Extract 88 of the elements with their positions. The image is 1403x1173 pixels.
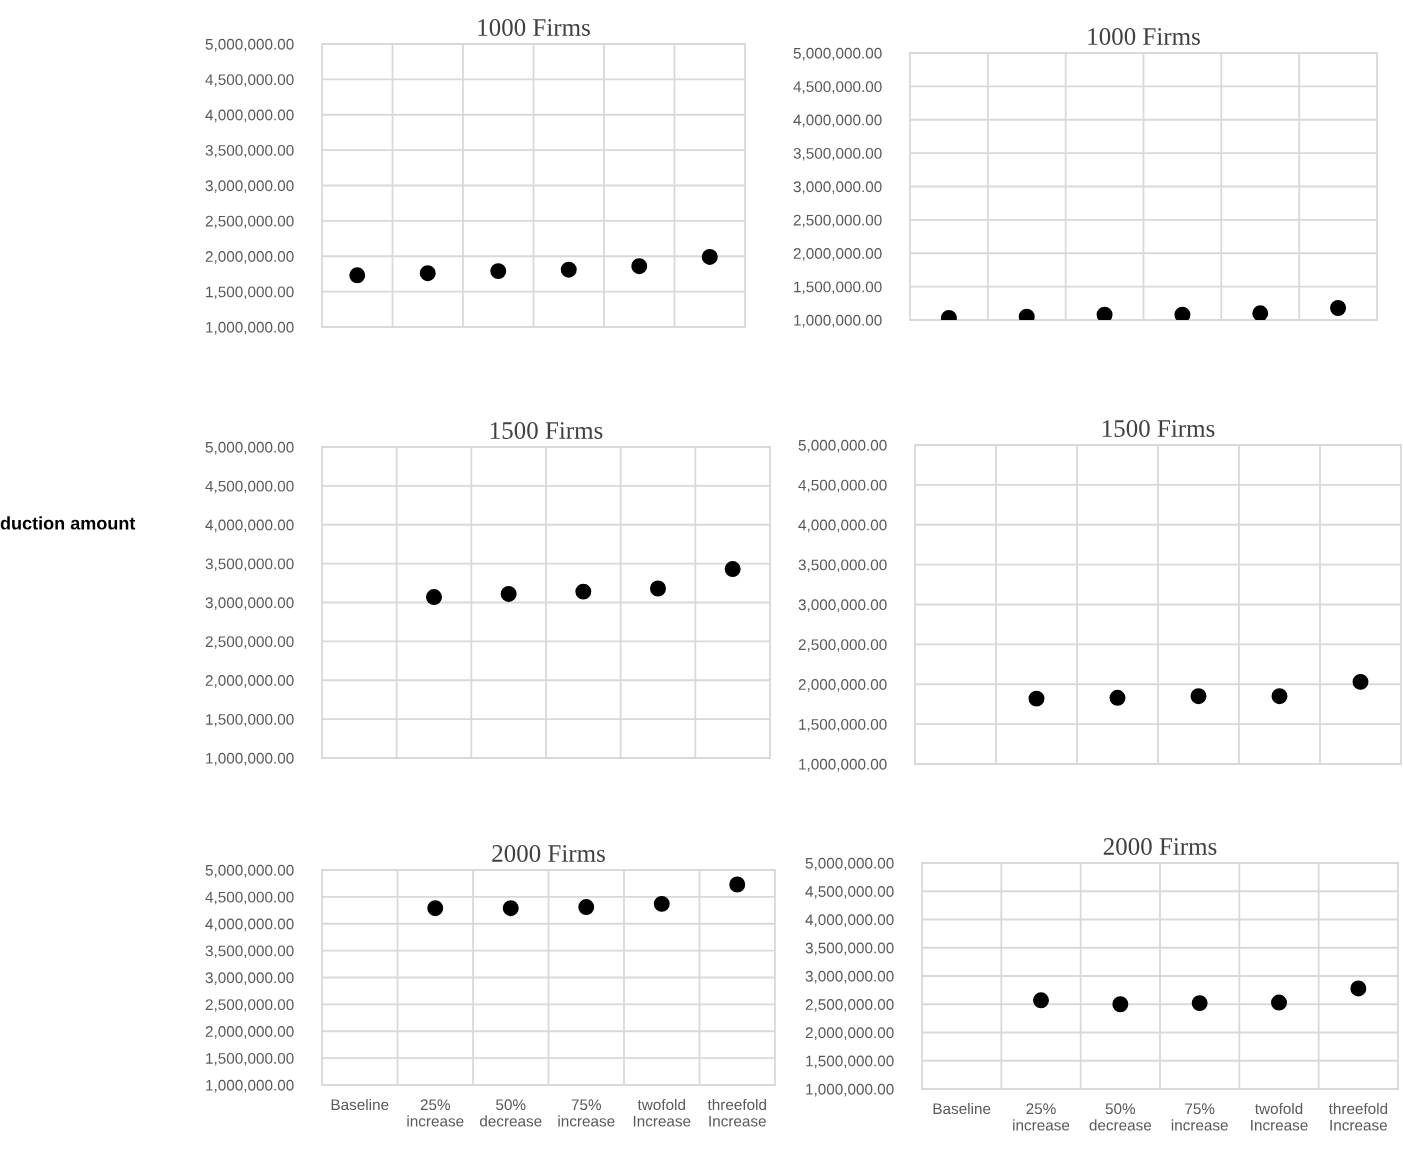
x-tick-label: 75% increase: [558, 1099, 615, 1127]
chart-title: 2000 Firms: [1103, 838, 1217, 855]
y-tick-label: 4,000,000.00: [805, 914, 894, 927]
y-tick-label: 2,500,000.00: [793, 214, 882, 228]
y-tick-label: 4,500,000.00: [805, 886, 894, 899]
x-tick-label: threefold Increase: [707, 1098, 766, 1127]
point: [426, 589, 442, 606]
point: [653, 895, 670, 912]
y-tick-label: 4,500,000.00: [798, 479, 887, 493]
x-tick-label: 25% increase: [1013, 1103, 1070, 1131]
point: [1350, 980, 1367, 997]
y-tick-label: 4,500,000.00: [205, 74, 294, 87]
y-tick-label: 4,000,000.00: [798, 519, 887, 533]
x-tick-label: twofold Increase: [633, 1098, 691, 1127]
y-tick-label: 3,500,000.00: [798, 559, 887, 573]
y-tick-label: 1,000,000.00: [799, 758, 887, 772]
x-tick-label: twofold Increase: [1251, 1102, 1308, 1131]
y-tick-label: 5,000,000.00: [805, 857, 894, 871]
y-tick-label: 2,500,000.00: [205, 999, 294, 1012]
y-tick-label: 2,000,000.00: [205, 251, 294, 264]
y-tick-label: 1,000,000.00: [206, 1079, 294, 1093]
y-tick-label: 1,500,000.00: [206, 286, 294, 300]
y-tick-label: 4,000,000.00: [205, 918, 294, 932]
point: [578, 899, 595, 916]
y-tick-label: 4,000,000.00: [205, 109, 294, 123]
y-tick-label: 5,000,000.00: [205, 864, 294, 878]
x-tick-label: 50% decrease: [479, 1099, 542, 1127]
y-tick-label: 4,000,000.00: [205, 519, 294, 533]
point: [575, 583, 592, 600]
y-tick-label: 1,500,000.00: [794, 281, 882, 295]
chart-title: 1000 Firms: [478, 19, 590, 36]
chart-title: 2000 Firms: [492, 845, 605, 862]
y-tick-label: 3,000,000.00: [205, 597, 294, 610]
y-tick-label: 5,000,000.00: [205, 441, 294, 455]
y-tick-label: 3,000,000.00: [205, 972, 294, 985]
y-tick-label: 2,500,000.00: [798, 639, 887, 652]
y-tick-label: 2,500,000.00: [205, 215, 294, 229]
y-tick-label: 1,000,000.00: [794, 314, 882, 328]
y-tick-label: 2,500,000.00: [805, 999, 894, 1012]
y-tick-label: 4,500,000.00: [205, 891, 294, 905]
y-tick-label: 2,000,000.00: [205, 1026, 294, 1039]
y-tick-label: 1,000,000.00: [806, 1083, 894, 1097]
y-tick-label: 4,500,000.00: [793, 81, 882, 94]
y-tick-label: 3,500,000.00: [805, 942, 894, 956]
y-tick-label: 1,000,000.00: [206, 321, 294, 335]
point: [427, 900, 444, 917]
y-tick-label: 4,000,000.00: [793, 114, 882, 128]
point: [1191, 995, 1208, 1012]
y-tick-label: 3,000,000.00: [798, 599, 887, 612]
chart-title: 1500 Firms: [490, 422, 603, 439]
y-tick-label: 3,500,000.00: [793, 147, 882, 161]
y-tick-label: 2,000,000.00: [798, 679, 887, 692]
x-tick-label: Baseline: [933, 1102, 991, 1115]
y-tick-label: 2,500,000.00: [205, 636, 294, 649]
point: [724, 561, 741, 578]
y-tick-label: 3,000,000.00: [793, 181, 882, 194]
point: [1033, 992, 1049, 1009]
x-tick-label: 50% decrease: [1089, 1103, 1152, 1131]
point: [650, 580, 666, 597]
chart-title: 1500 Firms: [1102, 420, 1215, 437]
y-tick-label: 3,000,000.00: [805, 970, 894, 984]
x-tick-label: 75% increase: [1171, 1103, 1228, 1131]
y-tick-label: 3,500,000.00: [205, 945, 294, 959]
point: [500, 585, 517, 602]
point: [1112, 996, 1129, 1013]
point: [1271, 994, 1287, 1011]
y-tick-label: 4,500,000.00: [205, 480, 294, 494]
y-tick-label: 3,500,000.00: [205, 144, 294, 158]
y-tick-label: 1,500,000.00: [799, 718, 887, 732]
y-tick-label: 2,000,000.00: [793, 248, 882, 261]
y-tick-label: 5,000,000.00: [205, 38, 294, 52]
y-axis-title: duction amount: [0, 516, 136, 530]
y-tick-label: 1,000,000.00: [206, 752, 294, 766]
y-tick-label: 3,500,000.00: [205, 558, 294, 572]
y-tick-label: 1,500,000.00: [206, 1052, 294, 1066]
x-tick-label: threefold Increase: [1328, 1102, 1388, 1131]
y-tick-label: 5,000,000.00: [798, 439, 887, 453]
chart-title: 1000 Firms: [1088, 28, 1200, 45]
x-tick-label: 25% increase: [407, 1099, 464, 1127]
y-tick-label: 5,000,000.00: [793, 47, 882, 61]
y-tick-label: 1,500,000.00: [206, 713, 294, 727]
y-tick-label: 2,000,000.00: [805, 1027, 894, 1040]
y-tick-label: 2,000,000.00: [205, 675, 294, 688]
point: [729, 876, 746, 893]
point: [502, 900, 519, 917]
y-tick-label: 1,500,000.00: [806, 1055, 894, 1069]
y-tick-label: 3,000,000.00: [205, 180, 294, 193]
x-tick-label: Baseline: [331, 1098, 389, 1111]
